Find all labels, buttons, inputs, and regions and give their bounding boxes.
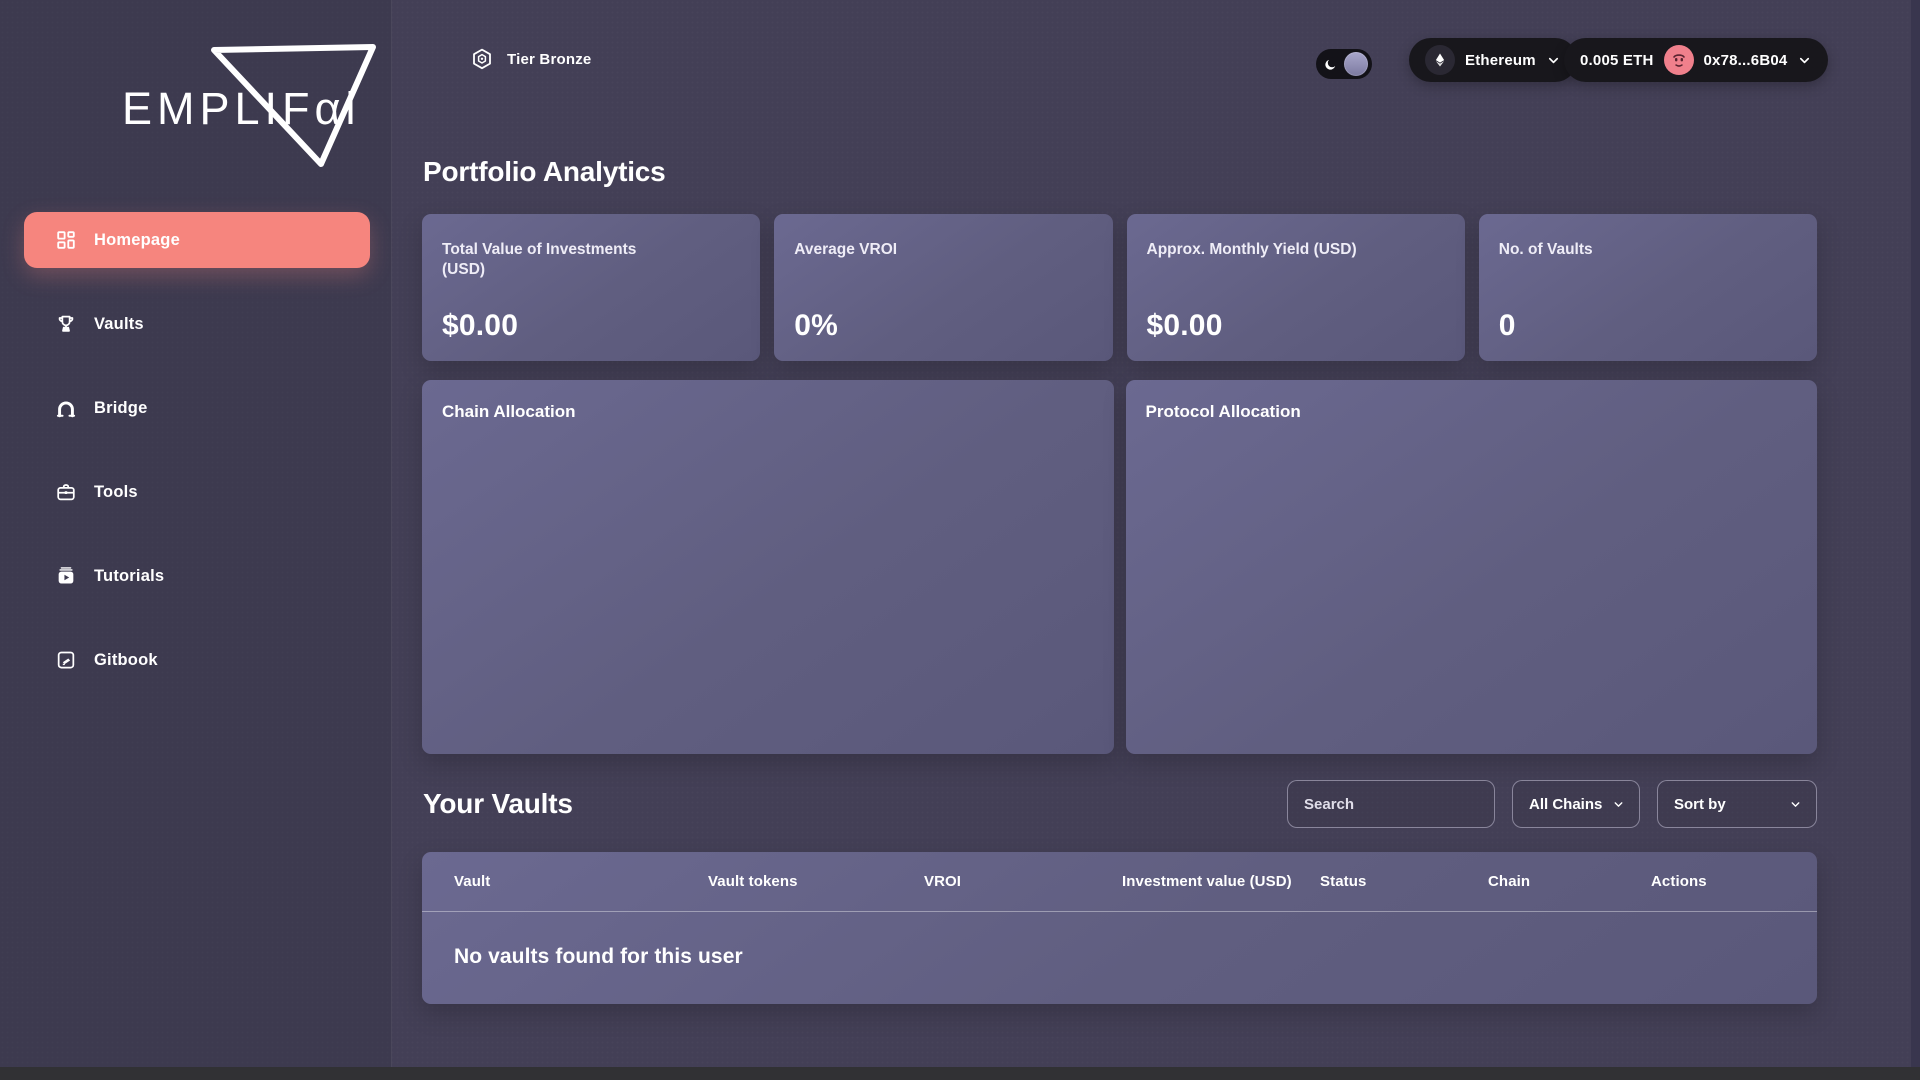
sidebar-item-tutorials[interactable]: Tutorials (24, 548, 370, 604)
table-header-row: Vault Vault tokens VROI Investment value… (422, 852, 1817, 912)
your-vaults-title: Your Vaults (423, 788, 573, 819)
protocol-allocation-title: Protocol Allocation (1145, 402, 1301, 421)
stat-label: Average VROI (794, 241, 898, 258)
theme-toggle[interactable] (1316, 49, 1372, 79)
stat-card-average-vroi: Average VROI 0% (774, 214, 1113, 361)
column-header-status: Status (1320, 873, 1367, 890)
wallet-balance: 0.005 ETH (1580, 51, 1654, 69)
column-header-actions: Actions (1651, 873, 1707, 890)
sidebar-item-tools[interactable]: Tools (24, 464, 370, 520)
portfolio-analytics-title: Portfolio Analytics (423, 156, 666, 187)
chevron-down-icon (1791, 801, 1800, 807)
chain-allocation-card: Chain Allocation (422, 380, 1114, 754)
table-empty-row: No vaults found for this user (422, 912, 1817, 1002)
stat-card-monthly-yield: Approx. Monthly Yield (USD) $0.00 (1126, 214, 1465, 361)
column-header-chain: Chain (1488, 873, 1531, 890)
bottom-chrome-bar (0, 1067, 1920, 1080)
stat-value: 0 (1498, 309, 1516, 342)
stat-value: 0% (794, 309, 839, 342)
stat-label: Total Value of Investments (USD) (442, 241, 637, 279)
moon-icon (1325, 59, 1336, 70)
network-label: Ethereum (1465, 51, 1536, 69)
tier-hexagon-icon (473, 48, 491, 70)
tier-badge-label: Tier Bronze (507, 50, 592, 68)
wallet-address: 0x78...6B04 (1703, 51, 1788, 69)
sidebar-item-label: Gitbook (94, 650, 158, 669)
logo-triangle-icon: EMPLIFαi (122, 44, 376, 167)
book-pen-icon (54, 648, 78, 672)
chevron-down-icon (1800, 57, 1810, 63)
sidebar: EMPLIFαi Homepage Vaults (0, 0, 392, 1080)
wallet-avatar (1663, 45, 1694, 75)
stat-value: $0.00 (442, 309, 519, 342)
video-play-icon (54, 564, 78, 588)
sort-by-select[interactable]: Sort by (1657, 780, 1817, 828)
stat-label: Approx. Monthly Yield (USD) (1146, 241, 1357, 258)
wallet-menu[interactable]: 0.005 ETH 0x78...6B04 (1564, 38, 1829, 82)
chevron-down-icon (1614, 801, 1623, 807)
sidebar-item-label: Homepage (94, 230, 180, 249)
logo-text: EMPLIFαi (122, 83, 361, 134)
allocation-row: Chain Allocation Protocol Allocation (422, 380, 1817, 754)
dashboard-grid-icon (54, 228, 78, 252)
sidebar-item-gitbook[interactable]: Gitbook (24, 632, 370, 688)
sidebar-item-homepage[interactable]: Homepage (24, 212, 370, 268)
stat-card-vault-count: No. of Vaults 0 (1478, 214, 1817, 361)
vault-controls: All Chains Sort by (1287, 780, 1817, 828)
stat-value: $0.00 (1146, 309, 1223, 342)
search-input[interactable] (1287, 780, 1495, 828)
chain-filter-select[interactable]: All Chains (1512, 780, 1640, 828)
column-header-investment-value: Investment value (USD) (1122, 873, 1292, 890)
network-selector[interactable]: Ethereum (1409, 38, 1577, 82)
toolbox-icon (54, 480, 78, 504)
tier-badge: Tier Bronze (470, 47, 591, 71)
sidebar-item-label: Vaults (94, 314, 144, 333)
stat-card-total-value: Total Value of Investments (USD) $0.00 (422, 214, 761, 361)
ethereum-icon (1425, 45, 1455, 75)
column-header-vroi: VROI (924, 873, 962, 890)
empty-state-message: No vaults found for this user (454, 945, 743, 968)
chevron-down-icon (1548, 57, 1558, 63)
column-header-vault-tokens: Vault tokens (708, 873, 798, 890)
main-content: Portfolio Analytics Total Value of Inves… (422, 0, 1817, 1080)
sidebar-item-vaults[interactable]: Vaults (24, 296, 370, 352)
bridge-arch-icon (54, 396, 78, 420)
vaults-table: Vault Vault tokens VROI Investment value… (422, 852, 1817, 1004)
trophy-icon (54, 312, 78, 336)
stat-label: No. of Vaults (1498, 241, 1593, 258)
stats-row: Total Value of Investments (USD) $0.00 A… (422, 214, 1817, 361)
sidebar-nav: Homepage Vaults Bridge (0, 212, 392, 688)
sidebar-item-bridge[interactable]: Bridge (24, 380, 370, 436)
sidebar-item-label: Tools (94, 482, 138, 501)
protocol-allocation-card: Protocol Allocation (1125, 380, 1817, 754)
column-header-vault: Vault (454, 873, 491, 890)
scrollbar-track[interactable] (1911, 0, 1920, 1080)
brand-logo: EMPLIFαi (118, 42, 408, 192)
toggle-knob (1344, 52, 1368, 76)
sort-by-label: Sort by (1674, 795, 1726, 813)
chain-allocation-title: Chain Allocation (442, 402, 576, 421)
sidebar-item-label: Bridge (94, 398, 148, 417)
sidebar-item-label: Tutorials (94, 566, 165, 585)
chain-filter-label: All Chains (1529, 795, 1603, 813)
